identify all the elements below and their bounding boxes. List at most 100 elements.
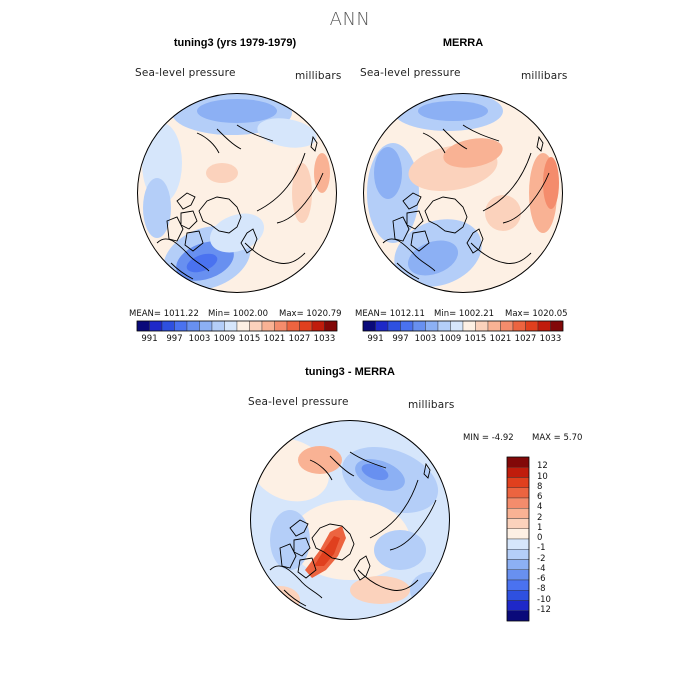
panel3-units: millibars [408,399,455,411]
coastline [196,132,220,154]
coastline [424,196,468,234]
coastline [329,451,387,477]
colorbar-tick-label: -6 [537,574,546,584]
colorbar-box [299,320,313,332]
colorbar-box [506,518,530,529]
colorbar-tick-label: 1009 [439,334,462,344]
panel1-units: millibars [295,70,342,82]
colorbar-box [149,320,163,332]
panel2-colorbar [362,320,564,332]
coastline [422,132,446,154]
field-region [270,510,310,570]
colorbar-tick-label: 1033 [313,334,336,344]
colorbar-box [286,320,300,332]
panel2-units: millibars [521,70,568,82]
colorbar-tick-label: 6 [537,492,543,502]
coastline [310,135,318,152]
field-region [410,572,450,608]
colorbar-box [211,320,225,332]
colorbar-tick-label: 12 [537,461,548,472]
colorbar-box [506,600,530,611]
colorbar-box [506,487,530,499]
field-region [418,101,488,121]
coastline [353,555,371,581]
colorbar-tick-label: 4 [537,502,543,513]
colorbar-box [224,320,238,332]
colorbar-box [506,508,530,519]
colorbar-box [506,467,530,478]
panel2-mean: MEAN= 1012.11 [355,309,425,319]
colorbar-box [261,320,275,332]
panel2-subtitle: Sea-level pressure [360,67,461,79]
colorbar-tick-label: 997 [166,334,183,344]
colorbar-tick-label: -2 [537,553,546,564]
colorbar-tick-label: 1015 [464,334,487,344]
coastline [244,152,324,264]
panel1-mean: MEAN= 1011.22 [129,309,199,319]
colorbar-tick-label: 10 [537,471,548,482]
coastline [198,196,242,234]
coastline [357,479,437,591]
colorbar-box [324,320,338,332]
panel2-map [363,93,563,293]
colorbar-tick-label: -12 [537,604,551,615]
coastline [216,124,274,150]
field-region [374,147,402,199]
panel1-map [137,93,337,293]
colorbar-box [506,538,530,550]
colorbar-box [537,320,551,332]
colorbar-box [412,320,426,332]
coastline [466,228,484,254]
colorbar-box [437,320,451,332]
colorbar-box [475,320,489,332]
colorbar-box [506,569,530,581]
panel1-subtitle: Sea-level pressure [135,67,236,79]
coastline [442,124,500,150]
coastline [392,192,430,252]
map-border [137,93,337,293]
colorbar-box [525,320,539,332]
colorbar-tick-label: 1033 [539,334,562,344]
colorbar-box [199,320,213,332]
colorbar-box [506,579,530,591]
colorbar-box [450,320,464,332]
panel3-map [250,420,450,620]
panel3-min: MIN = -4.92 [463,433,514,443]
field-region [186,253,218,273]
colorbar-box [362,320,376,332]
field-region [209,213,265,253]
colorbar-tick-label: -8 [537,584,546,595]
field-region [314,536,340,566]
colorbar-box [425,320,439,332]
colorbar-tick-label: -4 [537,563,546,574]
field-region [292,163,312,223]
coastline [470,152,550,264]
colorbar-box [462,320,476,332]
colorbar-box [506,559,530,570]
panel2-min: Min= 1002.21 [434,309,495,319]
colorbar-tick-label: 2 [537,512,543,523]
field-region [350,576,410,604]
coastline [166,192,204,252]
colorbar-box [186,320,200,332]
colorbar-box [506,610,530,622]
coastline [536,135,544,152]
colorbar-tick-label: 997 [392,334,409,344]
panel1-colorbar [136,320,338,332]
colorbar-box [274,320,288,332]
map-border [363,93,563,293]
panel2-max: Max= 1020.05 [505,309,568,319]
colorbar-box [487,320,501,332]
colorbar-box [506,477,530,488]
field-region [143,178,171,238]
colorbar-tick-label: 1015 [238,334,261,344]
colorbar-box [400,320,414,332]
colorbar-box [512,320,526,332]
colorbar-box [161,320,175,332]
field-region [298,446,342,474]
colorbar-box [311,320,325,332]
field-region [543,157,559,209]
colorbar-box [375,320,389,332]
coastline [309,459,333,481]
